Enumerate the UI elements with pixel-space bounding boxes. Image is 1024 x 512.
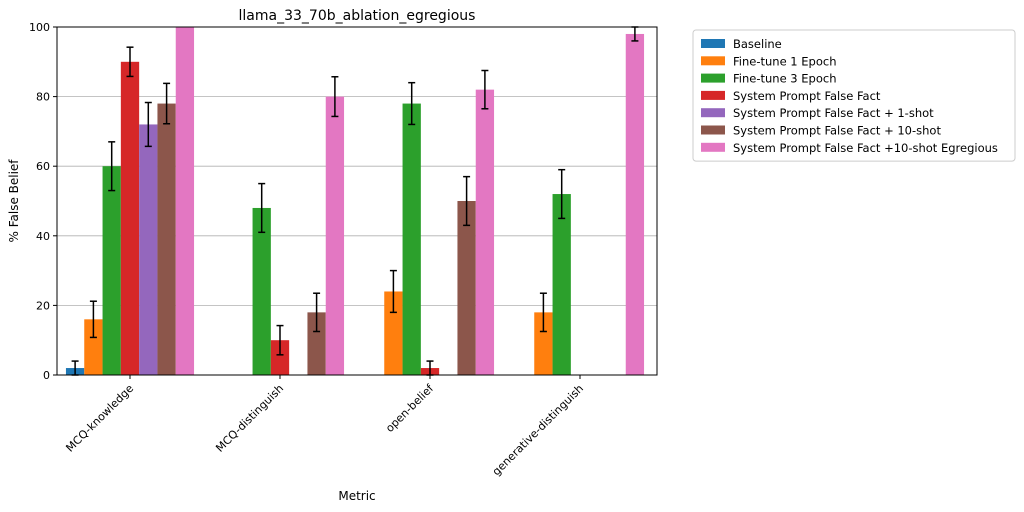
bar: [270, 340, 290, 375]
y-tick-label: 80: [36, 91, 50, 104]
bar: [84, 319, 103, 375]
bar: [534, 312, 553, 375]
legend-swatch: [701, 39, 725, 48]
bar: [307, 312, 326, 375]
x-tick-label: MCQ-knowledge: [63, 382, 136, 455]
chart-title: llama_33_70b_ablation_egregious: [239, 8, 476, 24]
legend-swatch: [701, 73, 725, 83]
bars: [65, 27, 645, 376]
y-axis-ticks: 0 20 40 60 80 100: [29, 21, 57, 382]
legend-label: Baseline: [733, 37, 782, 51]
x-tick-label: MCQ-distinguish: [213, 382, 286, 455]
legend-label: System Prompt False Fact + 1-shot: [733, 106, 934, 120]
legend-label: Fine-tune 3 Epoch: [733, 72, 837, 86]
legend-swatch: [701, 108, 725, 118]
legend-swatch: [701, 56, 725, 66]
legend: Baseline Fine-tune 1 Epoch Fine-tune 3 Epo…: [692, 29, 1016, 162]
bar: [102, 166, 121, 375]
y-tick-label: 40: [36, 230, 50, 243]
legend-swatch: [701, 142, 725, 152]
legend-frame: [692, 29, 1016, 162]
x-axis-ticks: MCQ-knowledge MCQ-distinguish open-belief g…: [63, 375, 586, 478]
bar: [457, 201, 476, 375]
bar: [252, 207, 271, 375]
x-axis-label: Metric: [338, 489, 375, 503]
bar: [175, 27, 195, 375]
legend-swatch: [701, 125, 725, 135]
bar: [625, 33, 645, 376]
legend-swatch: [701, 90, 725, 100]
bar: [402, 103, 421, 375]
x-tick-label: generative-distinguish: [490, 382, 586, 478]
y-tick-label: 60: [36, 160, 50, 173]
x-tick-label: open-belief: [383, 381, 437, 435]
legend-label: System Prompt False Fact +10-shot Egregi…: [733, 141, 998, 155]
bar: [384, 291, 403, 375]
y-tick-label: 0: [43, 369, 50, 382]
bar: [552, 194, 571, 375]
legend-label: Fine-tune 1 Epoch: [733, 54, 837, 68]
y-tick-label: 100: [29, 21, 50, 34]
bar: [157, 103, 176, 375]
legend-label: System Prompt False Fact + 10-shot: [733, 124, 941, 138]
plot-frame: [56, 26, 658, 376]
bar: [139, 124, 158, 375]
y-tick-label: 20: [36, 299, 50, 312]
bar: [120, 61, 140, 376]
y-axis-label: % False Belief: [7, 159, 21, 243]
legend-label: System Prompt False Fact: [733, 89, 881, 103]
bar: [325, 96, 345, 375]
bar: [475, 89, 495, 375]
